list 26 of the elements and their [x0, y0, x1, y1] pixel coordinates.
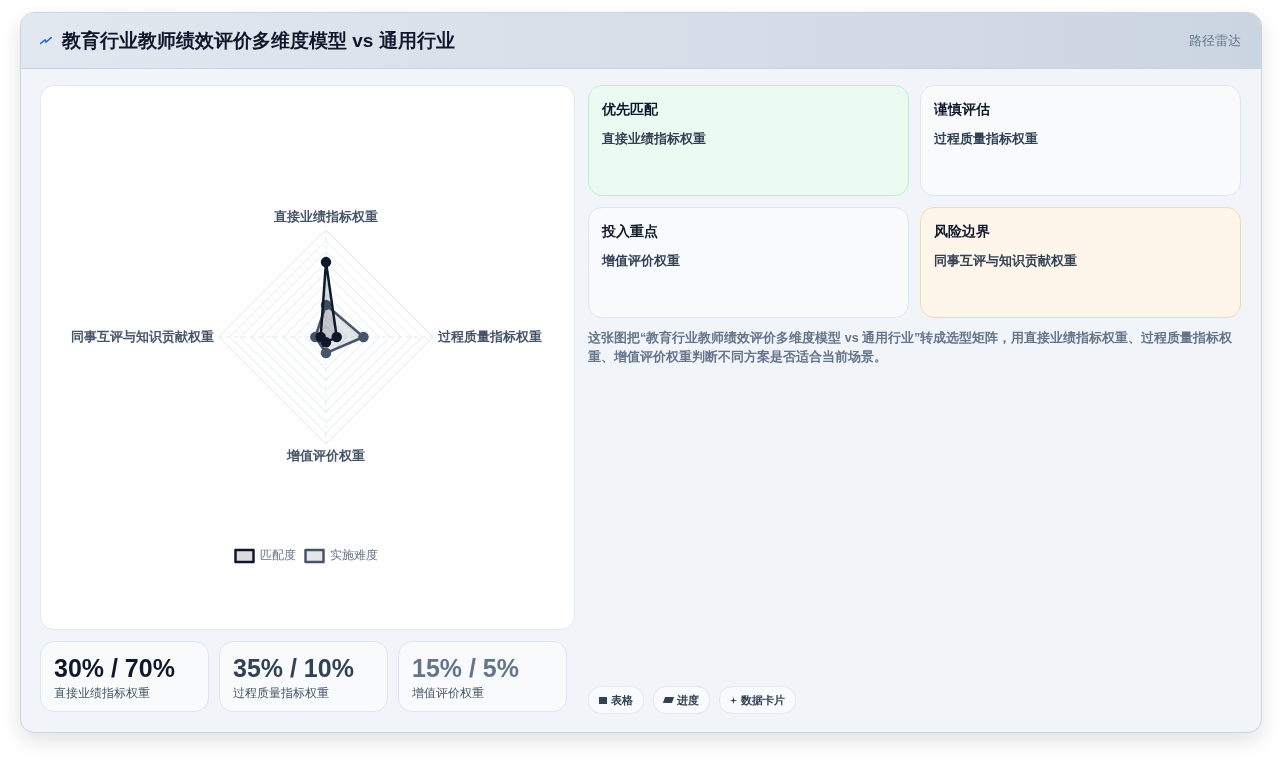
text: 投入重点 [602, 223, 659, 241]
text: 谨慎评估 [934, 101, 991, 119]
text: 35% / 10% [233, 654, 355, 683]
text: 路径雷达 [1189, 31, 1241, 50]
spoke-label: 增值评价权重 [286, 448, 365, 464]
chart-title: 教育行业教师绩效评价多维度模型 vs 通用行业 [62, 28, 455, 53]
spoke-label: 直接业绩指标权重 [273, 208, 378, 224]
text: 15% / 5% [412, 654, 520, 683]
text: 直接业绩指标权重 [54, 685, 151, 702]
text: 优先匹配 [602, 101, 659, 119]
text: 这张图把“教育行业教师绩效评价多维度模型 vs 通用行业”转成选型矩阵，用直接业绩指标权重、过程质量指标权重、增值评价权重判断不同方案是否适合当前场景。 [588, 329, 1234, 366]
text: 直接业绩指标权重 [602, 131, 707, 148]
text: 风险边界 [934, 223, 991, 241]
text: 增值评价权重 [412, 685, 485, 702]
text: 表格 [588, 686, 644, 714]
text: 过程质量指标权重 [934, 131, 1039, 148]
spoke-label: 同事互评与知识贡献权重 [71, 328, 214, 344]
text: 过程质量指标权重 [233, 685, 330, 702]
text: 同事互评与知识贡献权重 [934, 253, 1078, 270]
spoke-label: 过程质量指标权重 [437, 328, 542, 344]
text: 30% / 70% [54, 654, 176, 683]
text: 增值评价权重 [602, 253, 681, 270]
legend-label: 匹配度 [259, 548, 296, 563]
text: 数据卡片 [719, 686, 796, 714]
text: 进度 [653, 686, 710, 714]
legend-label: 实施难度 [329, 548, 378, 563]
